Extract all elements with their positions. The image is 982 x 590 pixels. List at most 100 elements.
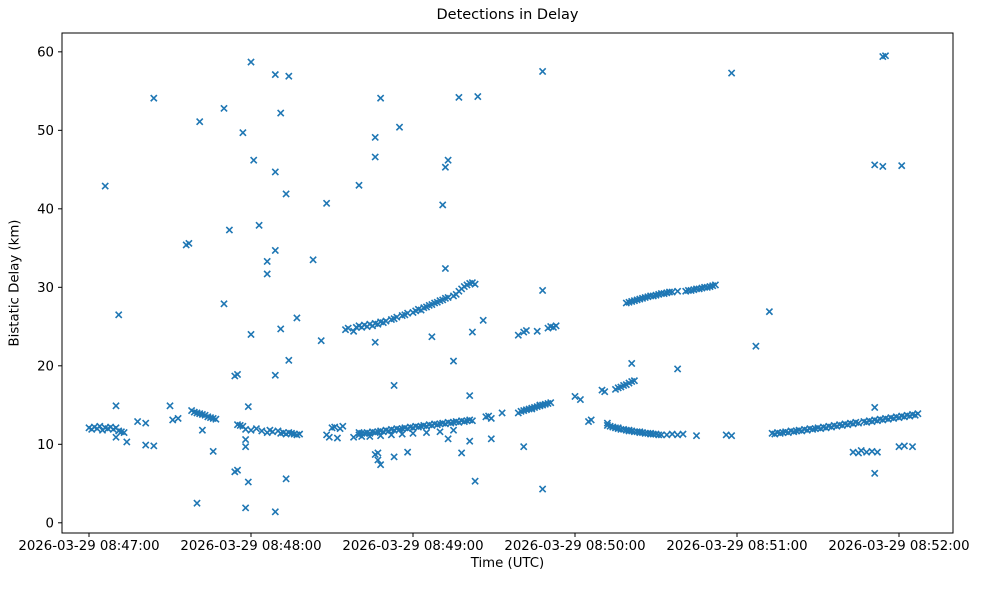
data-point bbox=[174, 414, 182, 423]
data-point bbox=[255, 221, 263, 229]
data-point bbox=[150, 94, 158, 102]
data-point bbox=[487, 435, 495, 443]
data-point bbox=[282, 190, 290, 198]
data-point bbox=[571, 392, 579, 401]
data-point bbox=[528, 405, 536, 413]
data-point bbox=[376, 94, 385, 102]
x-tick-label: 2026-03-29 08:47:00 bbox=[18, 539, 159, 554]
data-point bbox=[711, 281, 720, 289]
data-point bbox=[444, 156, 452, 164]
y-tick-label: 40 bbox=[37, 202, 54, 217]
data-point bbox=[538, 67, 547, 76]
data-point bbox=[576, 395, 585, 404]
data-point bbox=[547, 399, 555, 407]
data-point bbox=[120, 428, 128, 437]
data-point bbox=[96, 422, 104, 430]
data-point bbox=[468, 417, 477, 425]
data-point bbox=[366, 432, 374, 441]
data-point bbox=[522, 326, 531, 335]
data-point bbox=[349, 327, 358, 335]
data-point bbox=[538, 485, 547, 493]
data-point bbox=[387, 431, 396, 439]
data-point bbox=[295, 430, 304, 438]
data-point bbox=[241, 435, 250, 444]
data-point bbox=[466, 391, 474, 400]
data-point bbox=[212, 415, 220, 423]
data-point bbox=[857, 446, 865, 455]
data-point bbox=[436, 428, 444, 436]
data-point bbox=[727, 432, 736, 440]
data-point bbox=[471, 477, 479, 485]
data-point bbox=[263, 270, 271, 278]
data-point bbox=[679, 430, 687, 438]
data-point bbox=[727, 69, 736, 77]
x-axis-label: Time (UTC) bbox=[470, 556, 545, 571]
data-point bbox=[479, 316, 487, 324]
data-point bbox=[277, 109, 285, 117]
data-point bbox=[241, 442, 250, 451]
data-point bbox=[271, 70, 279, 79]
data-point bbox=[271, 168, 279, 176]
data-point bbox=[498, 409, 506, 417]
data-point bbox=[193, 499, 201, 507]
data-point bbox=[247, 330, 255, 339]
data-point bbox=[185, 239, 193, 248]
data-point bbox=[239, 129, 247, 137]
data-point bbox=[765, 307, 774, 316]
data-point bbox=[409, 429, 417, 437]
scatter-series bbox=[85, 52, 922, 516]
data-point bbox=[455, 93, 463, 102]
y-tick-label: 10 bbox=[37, 438, 54, 453]
data-point bbox=[371, 153, 379, 161]
data-point bbox=[873, 448, 882, 456]
data-point bbox=[444, 435, 452, 443]
data-point bbox=[282, 475, 290, 483]
x-tick-label: 2026-03-29 08:48:00 bbox=[180, 539, 321, 554]
data-point bbox=[457, 449, 466, 457]
data-point bbox=[225, 226, 234, 234]
data-point bbox=[514, 331, 522, 339]
data-point bbox=[390, 453, 398, 461]
data-point bbox=[520, 442, 528, 451]
data-point bbox=[244, 478, 252, 486]
data-point bbox=[198, 426, 207, 434]
x-tick-label: 2026-03-29 08:50:00 bbox=[504, 539, 645, 554]
data-point bbox=[908, 442, 917, 451]
data-point bbox=[449, 426, 458, 434]
data-point bbox=[533, 327, 541, 335]
data-point bbox=[376, 432, 385, 440]
data-point bbox=[468, 328, 477, 336]
data-point bbox=[252, 424, 261, 433]
data-point bbox=[398, 430, 406, 438]
data-point bbox=[166, 402, 174, 410]
y-tick-label: 30 bbox=[37, 281, 54, 296]
y-tick-label: 20 bbox=[37, 359, 54, 374]
x-tick-label: 2026-03-29 08:52:00 bbox=[828, 539, 969, 554]
data-point bbox=[628, 359, 636, 368]
data-point bbox=[331, 423, 339, 431]
data-point bbox=[371, 133, 379, 142]
data-point bbox=[241, 504, 250, 512]
data-point bbox=[376, 461, 385, 469]
data-point bbox=[271, 508, 279, 516]
data-point bbox=[657, 431, 666, 439]
data-point bbox=[538, 286, 547, 295]
data-point bbox=[123, 438, 131, 446]
data-point bbox=[317, 337, 325, 345]
data-point bbox=[439, 201, 447, 209]
data-point bbox=[422, 428, 431, 437]
data-point bbox=[552, 322, 560, 330]
x-tick-label: 2026-03-29 08:51:00 bbox=[666, 539, 807, 554]
data-point bbox=[441, 264, 450, 273]
data-point bbox=[441, 163, 450, 171]
data-point bbox=[220, 300, 228, 308]
data-point bbox=[133, 417, 142, 426]
data-point bbox=[285, 72, 293, 80]
data-point bbox=[271, 371, 279, 379]
data-point bbox=[142, 419, 150, 427]
data-point bbox=[344, 324, 352, 332]
data-point bbox=[150, 442, 158, 450]
data-point bbox=[449, 357, 458, 365]
